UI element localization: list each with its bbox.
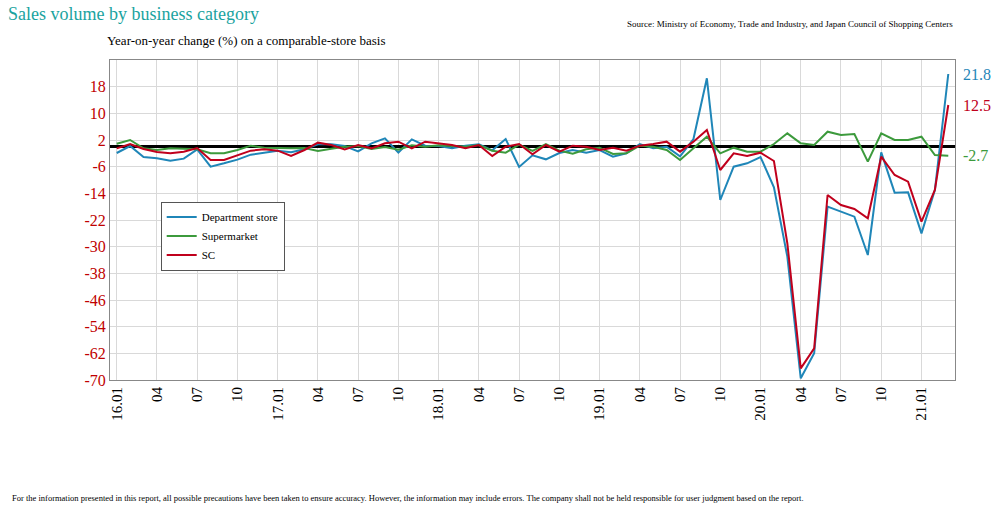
svg-text:-62: -62 — [84, 345, 105, 362]
svg-text:21.01: 21.01 — [913, 387, 929, 421]
svg-text:-46: -46 — [84, 292, 105, 309]
svg-text:10: 10 — [90, 105, 106, 122]
svg-text:20.01: 20.01 — [752, 387, 768, 421]
svg-text:04: 04 — [310, 387, 326, 403]
svg-text:07: 07 — [833, 387, 849, 403]
svg-text:04: 04 — [632, 387, 648, 403]
svg-text:07: 07 — [350, 387, 366, 403]
svg-text:07: 07 — [672, 387, 688, 403]
svg-text:18.01: 18.01 — [430, 387, 446, 421]
svg-text:07: 07 — [189, 387, 205, 403]
svg-text:21.8: 21.8 — [963, 66, 991, 83]
svg-text:-54: -54 — [84, 318, 105, 335]
svg-text:-22: -22 — [84, 212, 105, 229]
svg-text:-2.7: -2.7 — [963, 147, 988, 164]
svg-text:10: 10 — [551, 387, 567, 402]
svg-text:For the information presented: For the information presented in this re… — [12, 493, 804, 503]
svg-text:10: 10 — [712, 387, 728, 402]
svg-text:18: 18 — [90, 78, 106, 95]
svg-text:04: 04 — [471, 387, 487, 403]
svg-text:Year-on-year change (%) on a c: Year-on-year change (%) on a comparable-… — [107, 33, 386, 48]
svg-text:-70: -70 — [84, 372, 105, 389]
svg-text:Supermarket: Supermarket — [202, 230, 258, 242]
svg-text:-38: -38 — [84, 265, 105, 282]
svg-text:-14: -14 — [84, 185, 105, 202]
svg-text:04: 04 — [149, 387, 165, 403]
svg-text:Sales volume by business categ: Sales volume by business category — [8, 4, 259, 24]
svg-text:Department store: Department store — [202, 211, 278, 223]
svg-text:17.01: 17.01 — [270, 387, 286, 421]
svg-text:12.5: 12.5 — [963, 97, 991, 114]
svg-text:19.01: 19.01 — [591, 387, 607, 421]
svg-text:07: 07 — [511, 387, 527, 403]
svg-text:16.01: 16.01 — [109, 387, 125, 421]
svg-text:04: 04 — [793, 387, 809, 403]
svg-text:Source: Ministry of Economy, T: Source: Ministry of Economy, Trade and I… — [627, 19, 953, 29]
svg-text:-30: -30 — [84, 238, 105, 255]
svg-text:10: 10 — [873, 387, 889, 402]
svg-text:-6: -6 — [92, 158, 105, 175]
svg-text:2: 2 — [98, 132, 106, 149]
svg-text:SC: SC — [202, 249, 215, 261]
svg-text:10: 10 — [390, 387, 406, 402]
svg-text:10: 10 — [229, 387, 245, 402]
